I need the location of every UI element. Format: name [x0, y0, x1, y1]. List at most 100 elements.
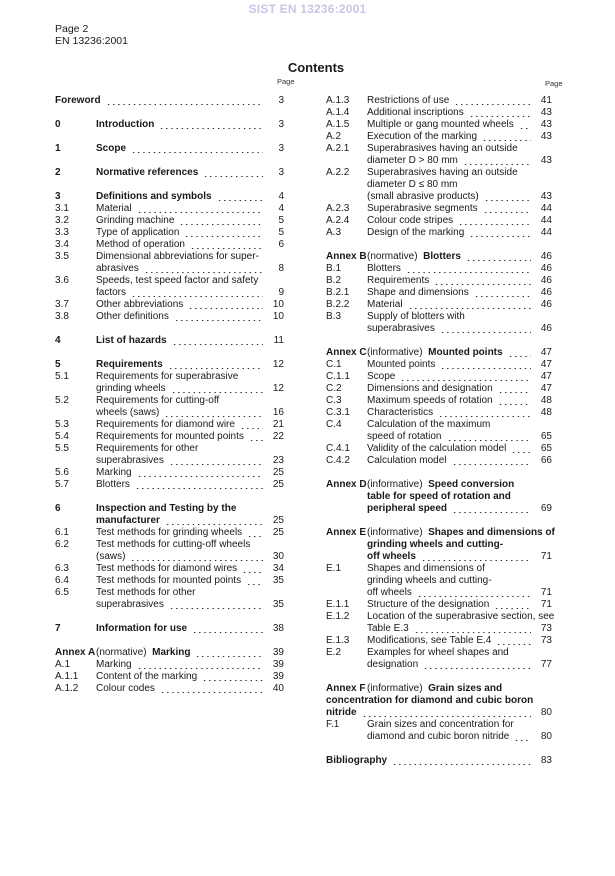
- toc-entry[interactable]: Annex F (informative) Grain sizes and conc…: [326, 683, 552, 719]
- toc-entry[interactable]: Annex B (normative) Blotters 46: [326, 251, 552, 263]
- toc-section: Foreword 3: [55, 95, 284, 107]
- toc-entry[interactable]: 3.3 Type of application 5: [55, 227, 284, 239]
- toc-entry[interactable]: Annex A (normative) Marking 39: [55, 647, 284, 659]
- toc-entry[interactable]: B.2 Requirements 46: [326, 275, 552, 287]
- toc-entry[interactable]: B.2.1 Shape and dimensions 46: [326, 287, 552, 299]
- entry-number: 5.6: [55, 467, 69, 478]
- entry-title: Colour code stripes: [367, 215, 534, 227]
- entry-title-text: Material: [96, 203, 132, 214]
- toc-entry[interactable]: 2 Normative references 3: [55, 167, 284, 179]
- toc-entry[interactable]: 4 List of hazards 11: [55, 335, 284, 347]
- toc-section: 3 Definitions and symbols 4 3.1 Material 4 3.2…: [55, 191, 284, 323]
- toc-line: A.3 Design of the marking 44: [326, 227, 552, 239]
- toc-entry[interactable]: C.4 Calculation of the maximum speed of ro…: [326, 419, 552, 443]
- entry-title-text: abrasives: [96, 263, 139, 274]
- toc-entry[interactable]: A.2.4 Colour code stripes 44: [326, 215, 552, 227]
- entry-number: E.1: [326, 563, 342, 574]
- toc-entry[interactable]: A.2.3 Superabrasive segments 44: [326, 203, 552, 215]
- toc-entry[interactable]: 6.1 Test methods for grinding wheels 25: [55, 527, 284, 539]
- toc-line: 6.2 Test methods for cutting-off wheels: [55, 539, 284, 551]
- entry-title-text: off wheels: [367, 587, 412, 598]
- entry-number: 6.2: [55, 539, 69, 550]
- toc-entry[interactable]: Annex E (informative) Shapes and dimensio…: [326, 527, 555, 563]
- toc-entry[interactable]: 3.1 Material 4: [55, 203, 284, 215]
- toc-entry[interactable]: E.1.1 Structure of the designation 71: [326, 599, 552, 611]
- toc-entry[interactable]: A.1.5 Multiple or gang mounted wheels 43: [326, 119, 552, 131]
- toc-entry[interactable]: 3.2 Grinding machine 5: [55, 215, 284, 227]
- toc-entry[interactable]: A.1.3 Restrictions of use 41: [326, 95, 552, 107]
- entry-number: [326, 491, 367, 503]
- toc-entry[interactable]: C.4.2 Calculation model 66: [326, 455, 552, 467]
- dot-leader: [497, 395, 531, 407]
- dot-leader: [159, 119, 263, 131]
- toc-entry[interactable]: 5.5 Requirements for other superabrasives 2…: [55, 443, 284, 467]
- toc-entry[interactable]: Foreword 3: [55, 95, 284, 107]
- toc-entry[interactable]: E.1 Shapes and dimensions of grinding whee…: [326, 563, 552, 599]
- toc-entry[interactable]: 3.8 Other definitions 10: [55, 311, 284, 323]
- toc-entry[interactable]: 6.4 Test methods for mounted points 35: [55, 575, 284, 587]
- toc-entry[interactable]: E.1.2 Location of the superabrasive secti…: [326, 611, 554, 635]
- toc-entry[interactable]: 6.5 Test methods for other superabrasives 3…: [55, 587, 284, 611]
- toc-entry[interactable]: 3 Definitions and symbols 4: [55, 191, 284, 203]
- toc-entry[interactable]: A.2.2 Superabrasives having an outside dia…: [326, 167, 552, 203]
- entry-title-text: Grain sizes and concentration for: [367, 719, 514, 730]
- toc-entry[interactable]: E.2 Examples for wheel shapes and designat…: [326, 647, 552, 671]
- toc-entry[interactable]: 5.6 Marking 25: [55, 467, 284, 479]
- toc-entry[interactable]: 3.4 Method of operation 6: [55, 239, 284, 251]
- toc-entry[interactable]: C.3 Maximum speeds of rotation 48: [326, 395, 552, 407]
- toc-entry[interactable]: C.2 Dimensions and designation 47: [326, 383, 552, 395]
- entry-title-text: Marking: [96, 659, 132, 670]
- entry-page: 71: [540, 587, 552, 598]
- dot-leader: [451, 455, 531, 467]
- toc-entry[interactable]: 5.2 Requirements for cutting-off wheels (s…: [55, 395, 284, 419]
- toc-entry[interactable]: A.1.1 Content of the marking 39: [55, 671, 284, 683]
- toc-entry[interactable]: B.1 Blotters 46: [326, 263, 552, 275]
- toc-entry[interactable]: 6 Inspection and Testing by the manufactur…: [55, 503, 284, 527]
- entry-title: Test methods for other: [96, 587, 266, 599]
- toc-line: C.4 Calculation of the maximum: [326, 419, 552, 431]
- toc-entry[interactable]: 5.3 Requirements for diamond wire 21: [55, 419, 284, 431]
- entry-title-text: (saws): [96, 551, 126, 562]
- toc-entry[interactable]: 3.5 Dimensional abbreviations for super-a…: [55, 251, 284, 275]
- toc-entry[interactable]: A.2.1 Superabrasives having an outside dia…: [326, 143, 552, 167]
- entry-title: (saws): [96, 551, 266, 563]
- entry-title-text: factors: [96, 287, 127, 298]
- entry-number: 6.4: [55, 575, 69, 586]
- toc-entry[interactable]: 5 Requirements 12: [55, 359, 284, 371]
- toc-entry[interactable]: Annex D (informative) Speed conversion tab…: [326, 479, 552, 515]
- entry-number: 0: [55, 119, 61, 130]
- toc-entry[interactable]: C.1 Mounted points 47: [326, 359, 552, 371]
- toc-line: diamond and cubic boron nitride 80: [326, 731, 552, 743]
- toc-entry[interactable]: 1 Scope 3: [55, 143, 284, 155]
- entry-page: 47: [540, 359, 552, 370]
- entry-number: 6.1: [55, 527, 69, 538]
- entry-title: Characteristics: [367, 407, 534, 419]
- toc-entry[interactable]: C.3.1 Characteristics 48: [326, 407, 552, 419]
- entry-title: Scope: [96, 143, 266, 155]
- toc-entry[interactable]: 0 Introduction 3: [55, 119, 284, 131]
- toc-entry[interactable]: A.3 Design of the marking 44: [326, 227, 552, 239]
- toc-entry[interactable]: 7 Information for use 38: [55, 623, 284, 635]
- toc-line: A.2 Execution of the marking 43: [326, 131, 552, 143]
- toc-entry[interactable]: A.2 Execution of the marking 43: [326, 131, 552, 143]
- toc-entry[interactable]: C.1.1 Scope 47: [326, 371, 552, 383]
- toc-entry[interactable]: 6.2 Test methods for cutting-off wheels (s…: [55, 539, 284, 563]
- toc-entry[interactable]: F.1 Grain sizes and concentration for diam…: [326, 719, 552, 743]
- toc-entry[interactable]: Annex C (informative) Mounted points 47: [326, 347, 552, 359]
- toc-entry[interactable]: Bibliography 83: [326, 755, 552, 767]
- toc-entry[interactable]: B.2.2 Material 46: [326, 299, 552, 311]
- toc-entry[interactable]: A.1.4 Additional inscriptions 43: [326, 107, 552, 119]
- toc-entry[interactable]: 5.4 Requirements for mounted points 22: [55, 431, 284, 443]
- toc-entry[interactable]: 5.7 Blotters 25: [55, 479, 284, 491]
- toc-entry[interactable]: B.3 Supply of blotters with superabrasives…: [326, 311, 552, 335]
- toc-entry[interactable]: E.1.3 Modifications, see Table E.4 73: [326, 635, 552, 647]
- toc-entry[interactable]: 5.1 Requirements for superabrasive grindin…: [55, 371, 284, 395]
- entry-title-text: Blotters: [423, 251, 461, 262]
- toc-entry[interactable]: A.1 Marking 39: [55, 659, 284, 671]
- toc-entry[interactable]: C.4.1 Validity of the calculation model 65: [326, 443, 552, 455]
- toc-entry[interactable]: A.1.2 Colour codes 40: [55, 683, 284, 695]
- toc-entry[interactable]: 3.6 Speeds, test speed factor and safety f…: [55, 275, 284, 299]
- toc-entry[interactable]: 3.7 Other abbreviations 10: [55, 299, 284, 311]
- toc-entry[interactable]: 6.3 Test methods for diamond wires 34: [55, 563, 284, 575]
- entry-number: 5.7: [55, 479, 69, 490]
